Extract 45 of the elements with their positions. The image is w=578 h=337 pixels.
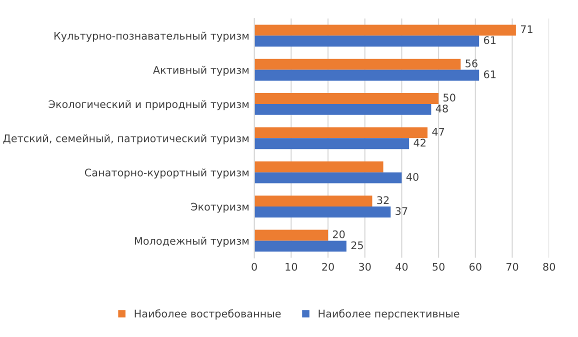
bar — [254, 58, 461, 70]
x-tick-label: 60 — [470, 262, 482, 271]
data-label: 20 — [332, 230, 345, 238]
x-tick-label: 20 — [322, 262, 334, 271]
bar — [254, 104, 432, 115]
data-label: 48 — [436, 104, 448, 112]
y-tick-label: Детский, семейный, патриотический туризм — [3, 134, 249, 144]
y-tick-label: Культурно-познавательный туризм — [54, 32, 249, 42]
bar — [254, 240, 346, 252]
bar — [254, 206, 391, 218]
x-tick-label: 10 — [286, 262, 298, 271]
bar — [254, 93, 439, 104]
data-label: 37 — [396, 207, 408, 216]
data-label: 47 — [432, 128, 444, 136]
bar — [254, 36, 480, 47]
y-tick-label: Молодежный туризм — [134, 236, 249, 247]
data-label: 42 — [414, 138, 426, 147]
x-tick-label: 70 — [506, 262, 518, 271]
x-tick-label: 30 — [359, 262, 371, 271]
legend-label: Наиболее перспективные — [318, 309, 460, 320]
bar — [254, 230, 328, 241]
data-label: 25 — [351, 241, 363, 250]
bar — [254, 127, 428, 138]
legend-label: Наиболее востребованные — [134, 309, 281, 320]
bar — [254, 70, 480, 81]
data-label: 56 — [466, 59, 478, 68]
y-tick-label: Активный туризм — [153, 66, 249, 76]
data-label: 50 — [444, 94, 456, 102]
data-label: 40 — [406, 172, 418, 181]
data-label: 61 — [484, 70, 496, 78]
x-tick-label: 50 — [432, 262, 444, 271]
x-tick-label: 80 — [543, 262, 556, 271]
y-tick-label: Экотуризм — [191, 202, 249, 213]
x-tick-label: 40 — [396, 262, 408, 271]
bar — [254, 196, 372, 207]
data-label: 61 — [484, 36, 496, 44]
bar — [254, 172, 402, 184]
bar — [254, 24, 516, 36]
data-label: 32 — [377, 196, 389, 204]
y-tick-label: Экологический и природный туризм — [48, 100, 249, 110]
bar — [254, 161, 384, 172]
data-label: 71 — [520, 25, 532, 34]
x-tick-label: 0 — [252, 262, 257, 271]
bar — [254, 138, 410, 150]
y-tick-label: Санаторно-курортный туризм — [84, 168, 249, 178]
